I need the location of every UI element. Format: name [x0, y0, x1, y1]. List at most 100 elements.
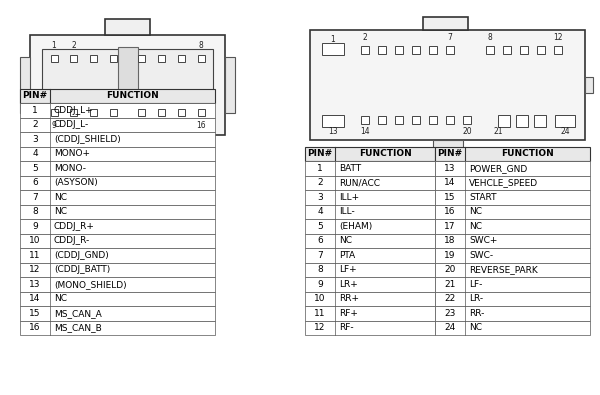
Text: PIN#: PIN#: [307, 149, 332, 158]
Bar: [197, 55, 205, 62]
Text: 2: 2: [362, 34, 367, 43]
Text: (EHAM): (EHAM): [339, 222, 372, 231]
Bar: [412, 116, 420, 124]
Text: START: START: [469, 193, 497, 202]
Text: REVERSE_PARK: REVERSE_PARK: [469, 265, 538, 274]
Text: CDDJ_L+: CDDJ_L+: [54, 106, 94, 115]
Text: 2: 2: [71, 41, 76, 49]
Bar: [435, 147, 590, 161]
Bar: [20, 88, 215, 103]
Bar: [503, 46, 511, 54]
Bar: [322, 115, 344, 127]
Bar: [435, 263, 590, 277]
Bar: [225, 57, 235, 113]
Bar: [90, 55, 97, 62]
Text: (CDDJ_SHIELD): (CDDJ_SHIELD): [54, 135, 121, 144]
Bar: [50, 55, 58, 62]
Text: PTA: PTA: [339, 251, 355, 260]
Text: CDDJ_L-: CDDJ_L-: [54, 120, 89, 129]
Text: ILL+: ILL+: [339, 193, 359, 202]
Bar: [555, 115, 575, 127]
Text: 5: 5: [32, 164, 38, 173]
Bar: [20, 306, 215, 320]
Text: 4: 4: [32, 149, 38, 158]
Text: CDDJ_R+: CDDJ_R+: [54, 222, 95, 231]
Bar: [435, 190, 590, 205]
Text: (CDDJ_BATT): (CDDJ_BATT): [54, 265, 110, 274]
Text: 1: 1: [32, 106, 38, 115]
Text: 7: 7: [317, 251, 323, 260]
Bar: [310, 30, 585, 140]
Bar: [138, 55, 145, 62]
Text: 1: 1: [317, 164, 323, 173]
Bar: [395, 46, 403, 54]
Text: 7: 7: [448, 34, 452, 43]
Bar: [30, 35, 225, 135]
Text: RF+: RF+: [339, 309, 358, 318]
Text: SWC+: SWC+: [469, 236, 497, 245]
Text: 12: 12: [29, 265, 41, 274]
Text: 15: 15: [444, 193, 456, 202]
Text: NC: NC: [54, 294, 67, 303]
Text: 8: 8: [317, 265, 323, 274]
Text: RR-: RR-: [469, 309, 484, 318]
Text: 12: 12: [553, 34, 563, 43]
Text: LF+: LF+: [339, 265, 356, 274]
Bar: [534, 115, 546, 127]
Text: BATT: BATT: [339, 164, 361, 173]
Text: POWER_GND: POWER_GND: [469, 164, 527, 173]
Bar: [435, 248, 590, 263]
Text: 14: 14: [360, 126, 370, 135]
Bar: [42, 49, 213, 121]
Text: 15: 15: [29, 309, 41, 318]
Text: 16: 16: [29, 323, 41, 332]
Bar: [463, 116, 471, 124]
Text: 2: 2: [32, 120, 38, 129]
Text: 18: 18: [444, 236, 456, 245]
Bar: [554, 46, 562, 54]
Bar: [516, 115, 528, 127]
Text: 13: 13: [444, 164, 456, 173]
Bar: [435, 277, 590, 292]
Text: NC: NC: [469, 207, 482, 216]
Text: 13: 13: [29, 280, 41, 289]
Text: MS_CAN_A: MS_CAN_A: [54, 309, 102, 318]
Bar: [20, 233, 215, 248]
Text: 8: 8: [199, 41, 203, 49]
Bar: [178, 55, 185, 62]
Text: 2: 2: [317, 178, 323, 187]
Text: 3: 3: [317, 193, 323, 202]
Text: ILL-: ILL-: [339, 207, 355, 216]
Bar: [412, 46, 420, 54]
Text: (MONO_SHIELD): (MONO_SHIELD): [54, 280, 127, 289]
Bar: [429, 46, 437, 54]
Bar: [20, 320, 215, 335]
Bar: [435, 161, 590, 175]
Bar: [20, 175, 215, 190]
Text: NC: NC: [469, 323, 482, 332]
Bar: [20, 292, 215, 306]
Bar: [537, 46, 545, 54]
Bar: [158, 55, 165, 62]
Bar: [20, 147, 215, 161]
Bar: [20, 205, 215, 219]
Bar: [20, 103, 215, 117]
Text: 9: 9: [317, 280, 323, 289]
Text: 21: 21: [445, 280, 455, 289]
Bar: [305, 205, 435, 219]
Bar: [305, 263, 435, 277]
Bar: [322, 43, 344, 55]
Text: NC: NC: [54, 193, 67, 202]
Text: FUNCTION: FUNCTION: [359, 149, 412, 158]
Bar: [20, 219, 215, 233]
Text: RUN/ACC: RUN/ACC: [339, 178, 380, 187]
Bar: [305, 306, 435, 320]
Text: 6: 6: [32, 178, 38, 187]
Text: 20: 20: [445, 265, 455, 274]
Text: RR+: RR+: [339, 294, 359, 303]
Bar: [178, 109, 185, 115]
Text: FUNCTION: FUNCTION: [106, 91, 159, 100]
Bar: [378, 46, 386, 54]
Bar: [197, 109, 205, 115]
Text: 4: 4: [317, 207, 323, 216]
